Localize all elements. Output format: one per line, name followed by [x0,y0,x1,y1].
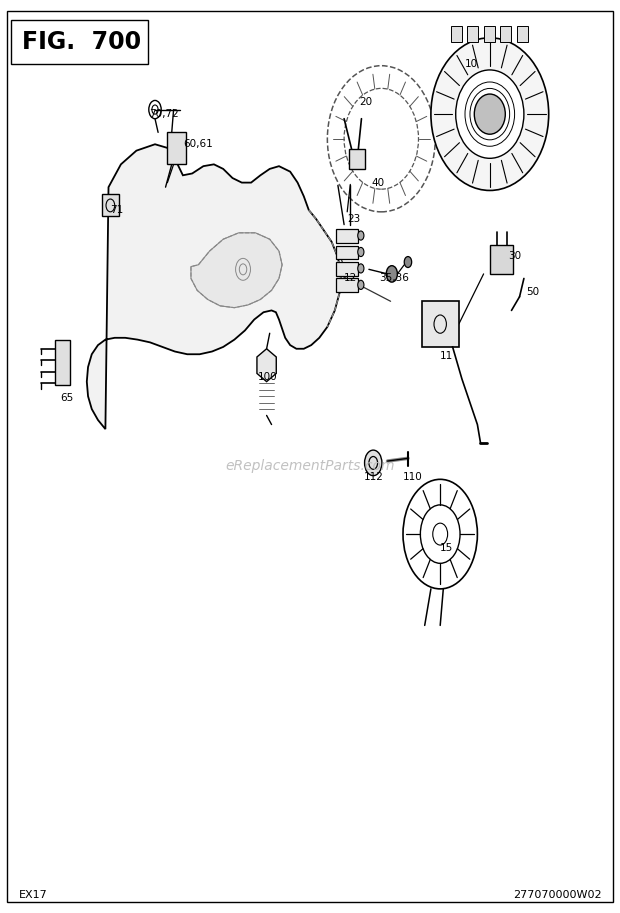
Ellipse shape [456,70,524,158]
Text: EX17: EX17 [19,890,47,899]
Circle shape [358,264,364,273]
Text: 20: 20 [359,98,373,107]
Text: 10: 10 [464,59,478,68]
Bar [490,245,513,274]
Text: 23: 23 [347,215,360,224]
Bar [167,132,186,164]
Text: 12: 12 [343,274,357,283]
Text: 35,36: 35,36 [379,273,409,282]
Bar [484,26,495,42]
Bar [336,278,358,292]
Circle shape [386,266,397,282]
Text: 60,61: 60,61 [184,140,213,149]
Polygon shape [87,144,341,429]
Bar [467,26,478,42]
Text: eReplacementParts.com: eReplacementParts.com [225,458,395,473]
Circle shape [358,231,364,240]
Circle shape [358,247,364,257]
Ellipse shape [474,94,505,134]
Text: 15: 15 [440,543,453,552]
Text: 50: 50 [526,288,540,297]
Bar [336,246,358,259]
Text: 110: 110 [402,472,422,481]
Text: 30: 30 [508,251,521,260]
Bar [422,301,459,347]
Bar [451,26,462,42]
Text: 71: 71 [110,205,123,215]
Text: 277070000W02: 277070000W02 [513,890,601,899]
Text: 112: 112 [364,472,384,481]
Text: 65: 65 [60,394,74,403]
Text: 40: 40 [371,178,385,187]
Text: FIG.  700: FIG. 700 [22,30,141,54]
Circle shape [404,257,412,268]
Bar [349,149,365,169]
Bar [516,26,528,42]
Polygon shape [257,349,277,382]
Circle shape [358,280,364,289]
Text: 70,72: 70,72 [149,110,179,119]
Polygon shape [191,233,282,308]
Bar [55,340,70,385]
Text: 11: 11 [440,352,453,361]
Circle shape [365,450,382,476]
Bar [336,262,358,276]
FancyBboxPatch shape [11,20,148,64]
Text: 100: 100 [258,373,278,382]
Bar [500,26,512,42]
Ellipse shape [431,37,549,191]
Bar [102,194,119,216]
Bar [336,229,358,243]
